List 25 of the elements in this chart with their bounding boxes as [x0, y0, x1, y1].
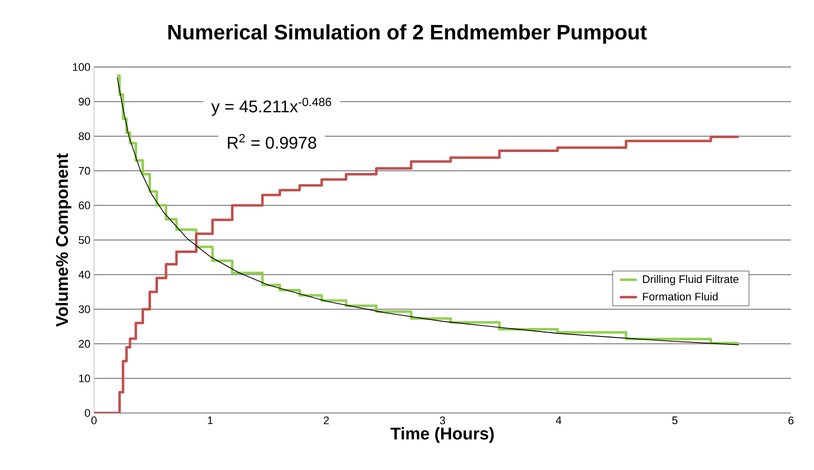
- y-tick-label: 90: [78, 98, 90, 106]
- x-tick-label: 4: [556, 416, 562, 424]
- y-tick-label: 0: [84, 409, 90, 417]
- legend-label: Formation Fluid: [643, 292, 718, 300]
- x-tick-label: 6: [788, 416, 794, 424]
- annotation: y = 45.211x$^{-0.486}$: [211, 98, 332, 116]
- y-tick-label: 80: [78, 132, 90, 140]
- y-tick-label: 30: [78, 305, 90, 314]
- x-axis-title: Time (Hours): [390, 427, 494, 443]
- y-tick-label: 50: [78, 236, 90, 244]
- y-tick-label: 20: [78, 340, 90, 348]
- y-tick-label: 40: [78, 270, 90, 278]
- x-tick-label: 1: [208, 416, 213, 424]
- legend-label: Drilling Fluid Filtrate: [643, 275, 738, 286]
- x-tick-label: 0: [91, 416, 97, 424]
- x-tick-label: 3: [440, 416, 446, 424]
- annotation: R$^{2}$ = 0.9978: [228, 134, 316, 149]
- y-axis-title: Volume% Component: [56, 153, 72, 327]
- chart-title: Numerical Simulation of 2 Endmember Pumpout: [168, 24, 647, 44]
- x-tick-label: 2: [324, 416, 329, 424]
- y-tick-label: 10: [79, 374, 90, 382]
- y-tick-label: 60: [78, 202, 90, 210]
- y-tick-label: 100: [73, 63, 90, 71]
- y-tick-label: 70: [78, 166, 90, 175]
- x-tick-label: 5: [672, 416, 678, 424]
